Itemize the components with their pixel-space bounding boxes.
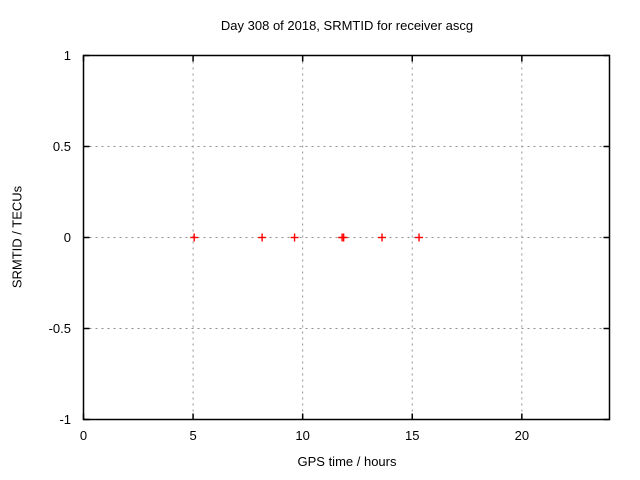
y-tick-label: 1 xyxy=(64,48,71,63)
chart-title: Day 308 of 2018, SRMTID for receiver asc… xyxy=(220,18,474,33)
y-tick-label: -1 xyxy=(59,412,71,427)
y-tick-label: 0.5 xyxy=(53,139,71,154)
x-tick-label: 20 xyxy=(515,428,529,443)
x-axis-label: GPS time / hours xyxy=(297,454,397,469)
y-tick-label: -0.5 xyxy=(49,321,71,336)
x-tick-label: 10 xyxy=(295,428,309,443)
x-tick-label: 15 xyxy=(405,428,419,443)
x-tick-label: 0 xyxy=(80,428,87,443)
x-tick-label: 5 xyxy=(189,428,196,443)
y-tick-label: 0 xyxy=(64,230,71,245)
